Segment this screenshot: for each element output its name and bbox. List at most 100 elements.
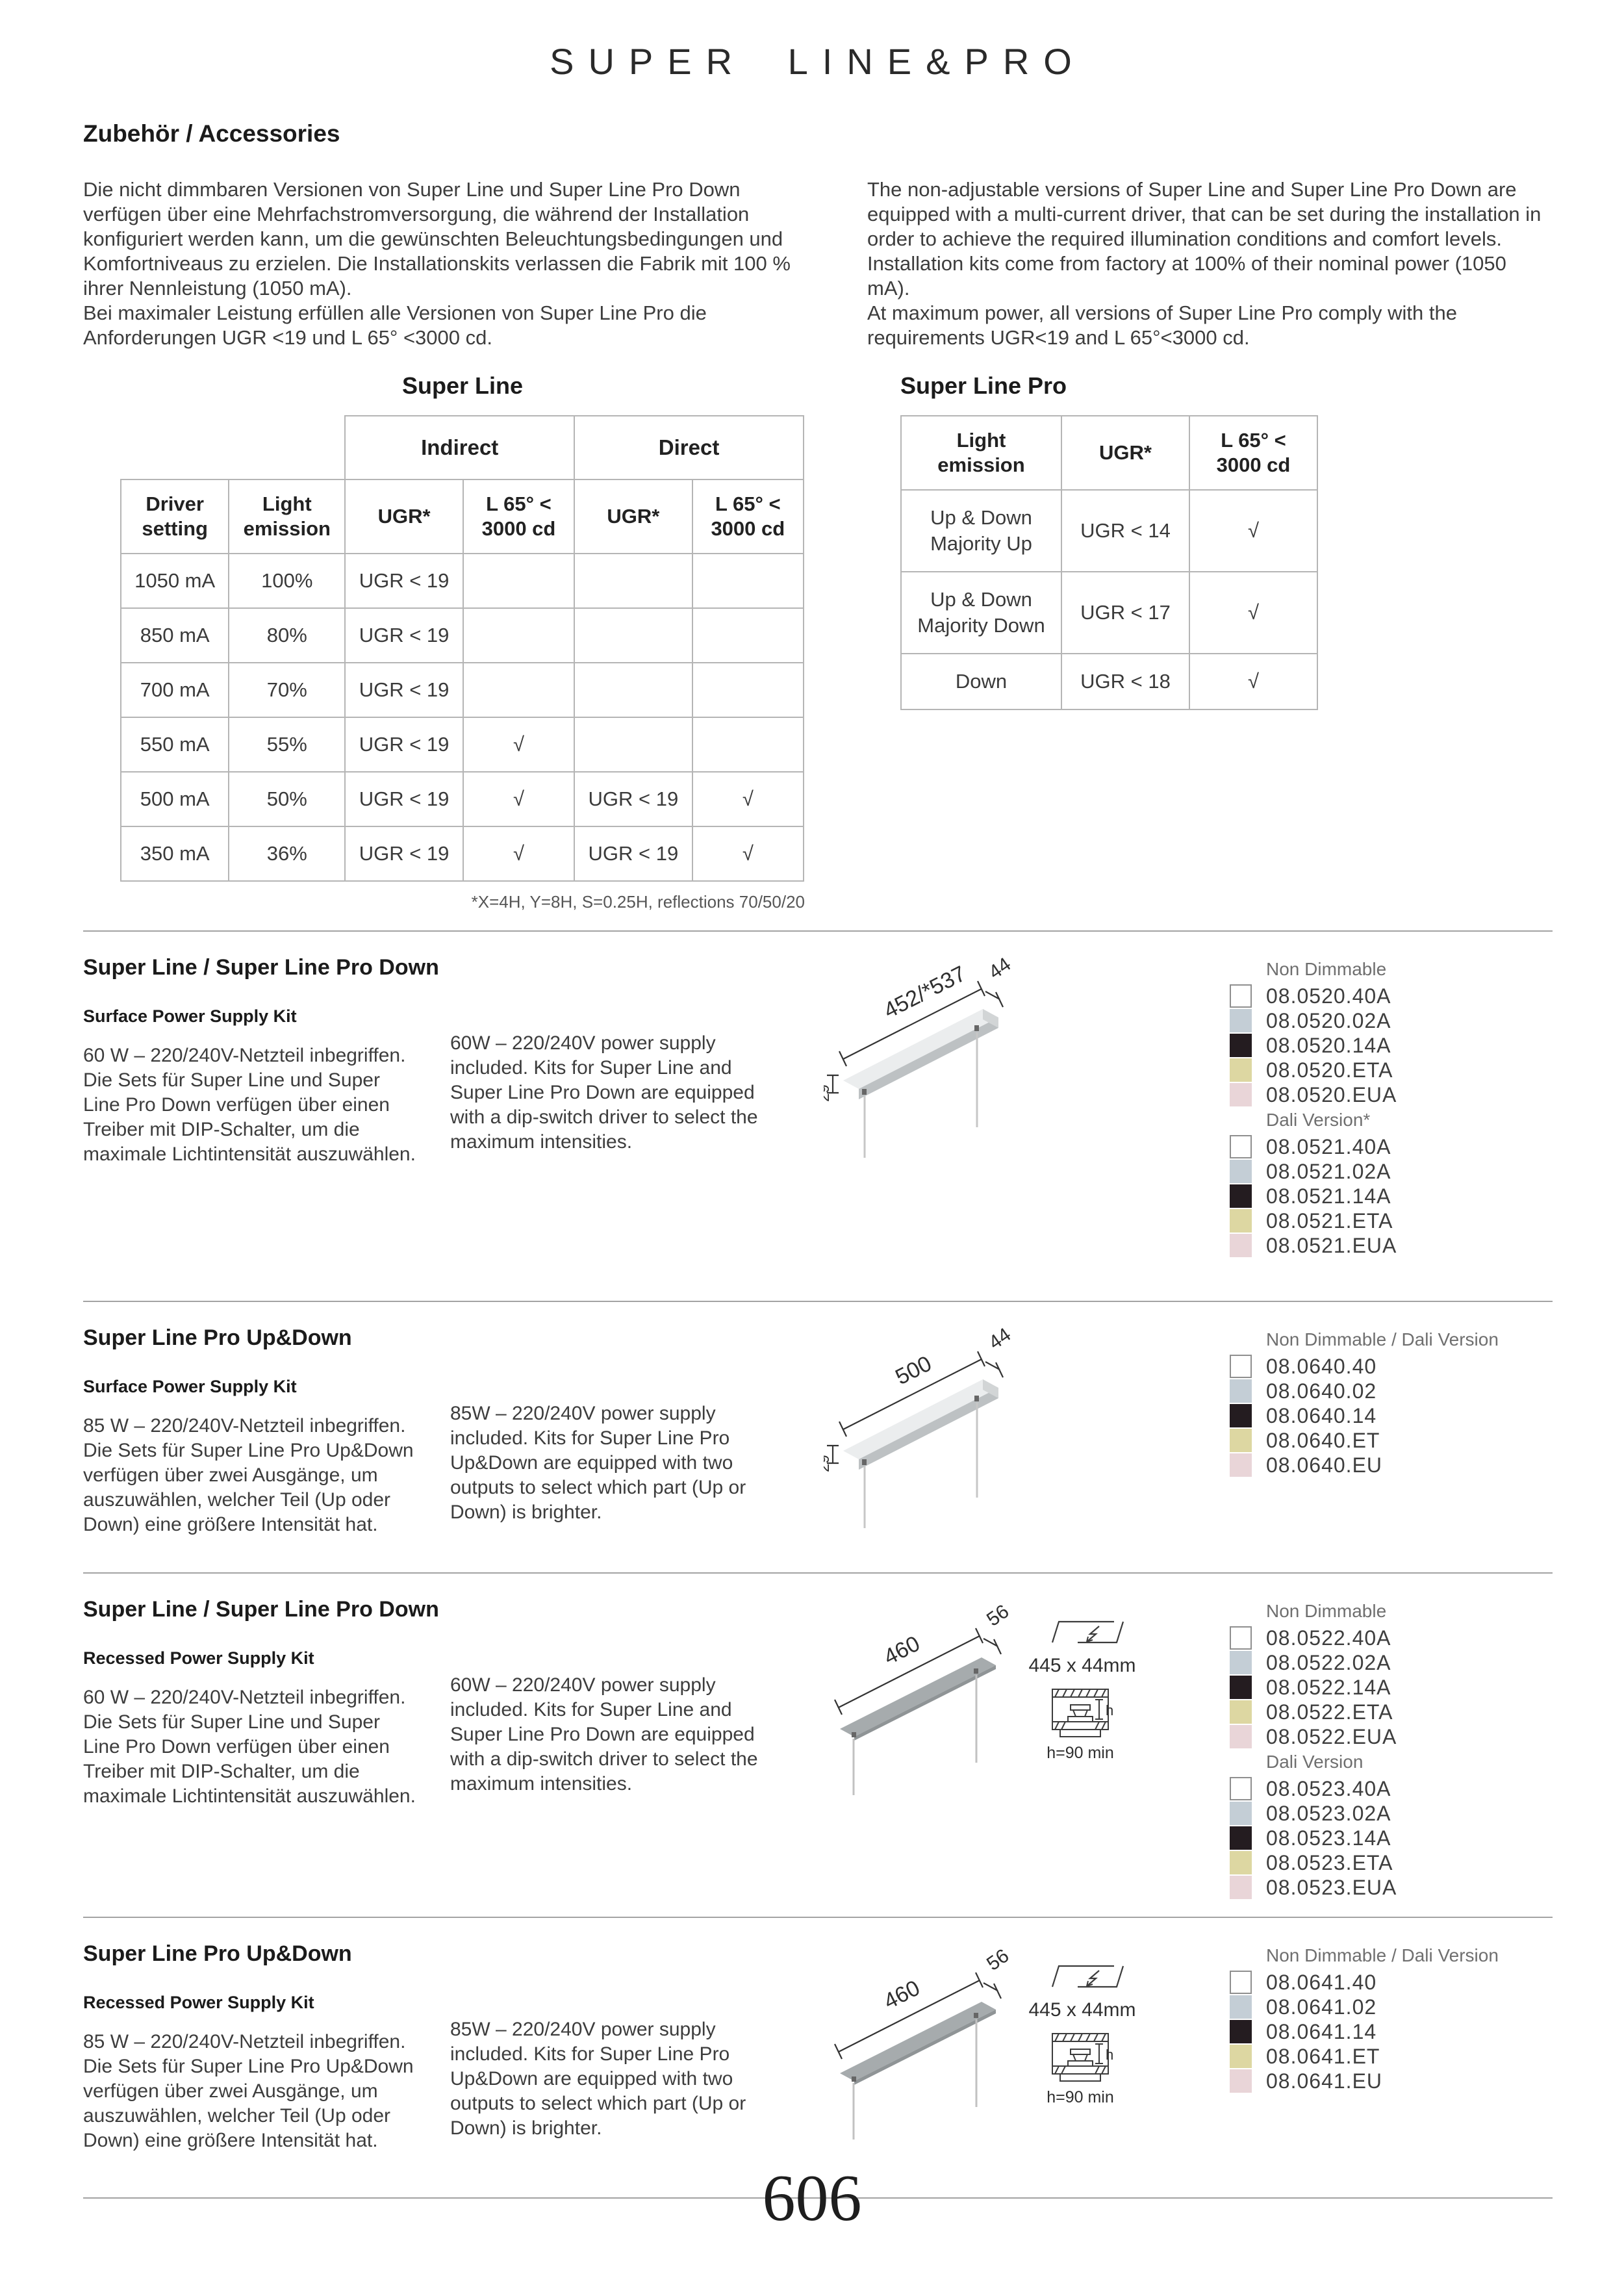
table-cell xyxy=(574,553,693,609)
table-footnote: *X=4H, Y=8H, S=0.25H, reflections 70/50/… xyxy=(471,892,805,912)
finish-swatch-black xyxy=(1230,1676,1252,1699)
group-header: Indirect xyxy=(344,415,576,480)
product-code-row: 08.0521.14A xyxy=(1230,1184,1553,1208)
section-german-text: 85 W – 220/240V-Netzteil inbegriffen. Di… xyxy=(83,2031,414,2151)
column-header: UGR* xyxy=(574,479,693,554)
table-cell xyxy=(574,607,693,663)
product-code-row: 08.0523.02A xyxy=(1230,1801,1553,1826)
wire-fixing xyxy=(974,1025,979,1031)
plate-top-face xyxy=(840,1657,996,1737)
cutout-size-label: 445 x 44mm xyxy=(1028,1655,1136,1676)
table-cell: 700 mA xyxy=(120,662,230,718)
table-group-header-row: Indirect Direct xyxy=(121,415,804,480)
product-codes-list: Non Dimmable / Dali Version 08.0640.40 08.… xyxy=(1230,1325,1553,1572)
super-line-pro-table: Light emission UGR* L 65° < 3000 cd Up & Do… xyxy=(900,415,1318,710)
table-row: 1050 mA 100% UGR < 19 xyxy=(120,553,805,609)
product-code-row: 08.0640.ET xyxy=(1230,1428,1553,1453)
finish-swatch-gold xyxy=(1230,2045,1252,2068)
section-left-column: Super Line / Super Line Pro Down Recesse… xyxy=(83,1597,450,1917)
table-cell: UGR < 17 xyxy=(1061,571,1190,654)
product-sections: Super Line / Super Line Pro Down Surface… xyxy=(83,930,1553,2199)
product-code: 08.0521.02A xyxy=(1266,1159,1391,1183)
dimension-lines xyxy=(827,980,1004,1094)
table-header-row: Driver setting Light emission UGR* L 65° < … xyxy=(120,479,805,554)
column-header: L 65° < 3000 cd xyxy=(462,479,576,554)
length-dimension-label: 460 xyxy=(880,1631,924,1670)
finish-swatch-white xyxy=(1230,1626,1252,1650)
product-code-row: 08.0641.14 xyxy=(1230,2019,1553,2044)
table-cell: √ xyxy=(462,771,576,827)
accessories-heading: Zubehör / Accessories xyxy=(83,120,340,147)
intro-german-paragraph-2: Bei maximaler Leistung erfüllen alle Ver… xyxy=(83,301,707,349)
code-group-label: Dali Version xyxy=(1266,1752,1364,1772)
table-cell: UGR < 18 xyxy=(1061,653,1190,710)
table-cell: Down xyxy=(900,653,1062,710)
super-line-table: Indirect Direct Driver setting Light emissi… xyxy=(120,415,805,882)
table-cell: 100% xyxy=(228,553,346,609)
product-code-row: 08.0522.02A xyxy=(1230,1650,1553,1675)
width-dimension-label: 56 xyxy=(983,1945,1013,1975)
table-row: 700 mA 70% UGR < 19 xyxy=(120,662,805,718)
table-row: Up & Down Majority Up UGR < 14 √ xyxy=(900,489,1318,572)
product-code: 08.0523.40A xyxy=(1266,1776,1391,1800)
kit-label: Surface Power Supply Kit xyxy=(83,1006,297,1026)
table-cell xyxy=(691,553,805,609)
surface-canopy-drawing: 500 44 29 xyxy=(824,1325,1015,1528)
product-code-row: 08.0641.02 xyxy=(1230,1995,1553,2019)
recess-depth-label: h=90 min xyxy=(1047,2088,1114,2106)
section-diagram-column: 452/*537 44 29 xyxy=(824,955,1230,1301)
plate-top-face xyxy=(840,2002,996,2081)
recessed-plate-drawing: 460 56 445 x 44mm xyxy=(834,1601,1136,1795)
section-english-text: 85W – 220/240V power supply included. Ki… xyxy=(450,2019,746,2139)
spacer-cell xyxy=(121,416,345,479)
table-cell: √ xyxy=(1189,571,1318,654)
section-english-column: 85W – 220/240V power supply included. Ki… xyxy=(450,1325,824,1572)
spec-tables-row: Super Line Indirect Direct Driver setting L… xyxy=(83,372,1553,912)
product-code-row: 08.0523.ETA xyxy=(1230,1850,1553,1875)
section-title: Super Line Pro Up&Down xyxy=(83,1941,352,1966)
canopy-front-face xyxy=(859,1388,998,1470)
product-code-row: 08.0520.40A xyxy=(1230,984,1553,1008)
intro-german: Die nicht dimmbaren Versionen von Super … xyxy=(83,177,814,350)
table-cell: Up & Down Majority Down xyxy=(900,571,1062,654)
section-left-column: Super Line Pro Up&Down Recessed Power Su… xyxy=(83,1941,450,2197)
wire-fixing xyxy=(974,1396,979,1401)
plate-edge xyxy=(854,2010,996,2085)
table-cell: 50% xyxy=(228,771,346,827)
product-code: 08.0521.ETA xyxy=(1266,1208,1393,1233)
kit-label: Recessed Power Supply Kit xyxy=(83,1648,314,1668)
finish-swatch-rose xyxy=(1230,1234,1252,1257)
super-line-pro-table-block: Super Line Pro Light emission UGR* L 65° <… xyxy=(900,372,1553,912)
table-row: Up & Down Majority Down UGR < 17 √ xyxy=(900,571,1318,654)
table-cell: UGR < 19 xyxy=(344,662,464,718)
section-title: Super Line / Super Line Pro Down xyxy=(83,1597,439,1622)
finish-swatch-black xyxy=(1230,1184,1252,1208)
recess-depth-icon xyxy=(1052,2033,1109,2082)
finish-swatch-rose xyxy=(1230,1083,1252,1106)
section-left-column: Super Line Pro Up&Down Surface Power Sup… xyxy=(83,1325,450,1572)
table-cell: 55% xyxy=(228,717,346,773)
section-english-column: 60W – 220/240V power supply included. Ki… xyxy=(450,955,824,1301)
dimension-lines xyxy=(834,1628,1002,1715)
wire-fixing xyxy=(974,1668,978,1674)
finish-swatch-black xyxy=(1230,1404,1252,1427)
product-codes-list: Non Dimmable 08.0522.40A 08.0522.02A 08.052… xyxy=(1230,1597,1553,1917)
table-row: 850 mA 80% UGR < 19 xyxy=(120,607,805,663)
finish-swatch-grey xyxy=(1230,1160,1252,1183)
product-code-row: 08.0523.40A xyxy=(1230,1776,1553,1801)
width-dimension-label: 44 xyxy=(985,1325,1015,1354)
product-code: 08.0522.40A xyxy=(1266,1626,1391,1650)
column-header: UGR* xyxy=(1061,415,1190,491)
product-code-row: 08.0522.ETA xyxy=(1230,1700,1553,1724)
product-code: 08.0521.14A xyxy=(1266,1184,1391,1208)
ceiling-cutout-icon xyxy=(1051,1620,1124,1644)
finish-swatch-gold xyxy=(1230,1851,1252,1874)
table-cell: 36% xyxy=(228,826,346,882)
table-cell xyxy=(691,607,805,663)
page-number: 606 xyxy=(762,2162,862,2235)
group-header: Direct xyxy=(574,415,804,480)
table-header-row: Light emission UGR* L 65° < 3000 cd xyxy=(900,415,1318,491)
finish-swatch-rose xyxy=(1230,2069,1252,2093)
finish-swatch-gold xyxy=(1230,1700,1252,1724)
table-cell: √ xyxy=(1189,653,1318,710)
